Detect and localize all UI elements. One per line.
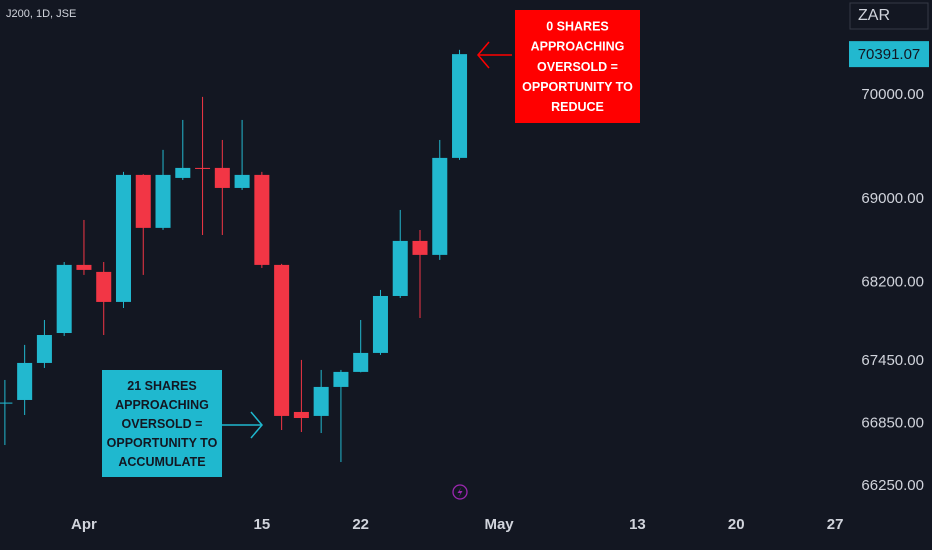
y-tick-label: 70000.00 (861, 86, 924, 103)
candle-body (36, 334, 52, 363)
currency-label: ZAR (858, 7, 890, 24)
x-tick-label: 27 (827, 516, 844, 533)
candle-body (353, 352, 369, 372)
annotation-text: OVERSOLD = (122, 417, 203, 431)
annotation-text: OPPORTUNITY TO (107, 436, 218, 450)
candle-body (175, 167, 191, 178)
candle-body (135, 174, 151, 228)
x-tick-label: Apr (71, 516, 97, 533)
lightning-icon (452, 484, 468, 500)
y-tick-label: 66250.00 (861, 477, 924, 494)
x-tick-label: 15 (254, 516, 271, 533)
annotation-text: OVERSOLD = (537, 60, 618, 74)
candle-body (254, 174, 270, 265)
candle-body (76, 264, 92, 270)
candle-body (313, 386, 329, 416)
annotation-text: OPPORTUNITY TO (522, 80, 633, 94)
symbol-title: J200, 1D, JSE (6, 8, 76, 20)
candle-body (293, 411, 309, 419)
candle-body (56, 264, 72, 334)
candle-body (0, 402, 13, 404)
candle-body (214, 167, 230, 188)
currency-box (849, 2, 929, 30)
y-tick-label: 69000.00 (861, 190, 924, 207)
annotation-text: APPROACHING (531, 40, 625, 54)
candle-body (372, 295, 388, 353)
candle-body (234, 174, 250, 188)
candle-body (115, 174, 131, 302)
x-tick-label: 22 (352, 516, 369, 533)
candle-body (333, 371, 349, 387)
annotation-text: APPROACHING (115, 398, 209, 412)
annotation-text: 21 SHARES (127, 379, 196, 393)
annotation-box (102, 370, 222, 477)
candle-body (432, 157, 448, 255)
candle-body (274, 264, 290, 416)
annotation-text: 0 SHARES (546, 19, 609, 33)
y-tick-label: 66850.00 (861, 414, 924, 431)
x-tick-label: 20 (728, 516, 745, 533)
candle-body (195, 167, 211, 169)
annotation-arrowhead (477, 41, 490, 69)
price-label-box (849, 41, 929, 68)
candle-body (17, 362, 33, 400)
annotation-text: ACCUMULATE (118, 455, 205, 469)
candle-body (452, 54, 468, 158)
y-tick-label: 68200.00 (861, 274, 924, 291)
x-tick-label: May (484, 516, 514, 533)
candle-body (392, 240, 408, 296)
annotation-arrowhead (250, 411, 263, 439)
candle-body (96, 271, 112, 302)
annotation-text: REDUCE (551, 100, 604, 114)
candle-body (155, 174, 171, 228)
price-label: 70391.07 (858, 46, 921, 63)
candle-body (412, 240, 428, 255)
annotation-box (515, 10, 640, 123)
y-tick-label: 67450.00 (861, 352, 924, 369)
x-tick-label: 13 (629, 516, 646, 533)
